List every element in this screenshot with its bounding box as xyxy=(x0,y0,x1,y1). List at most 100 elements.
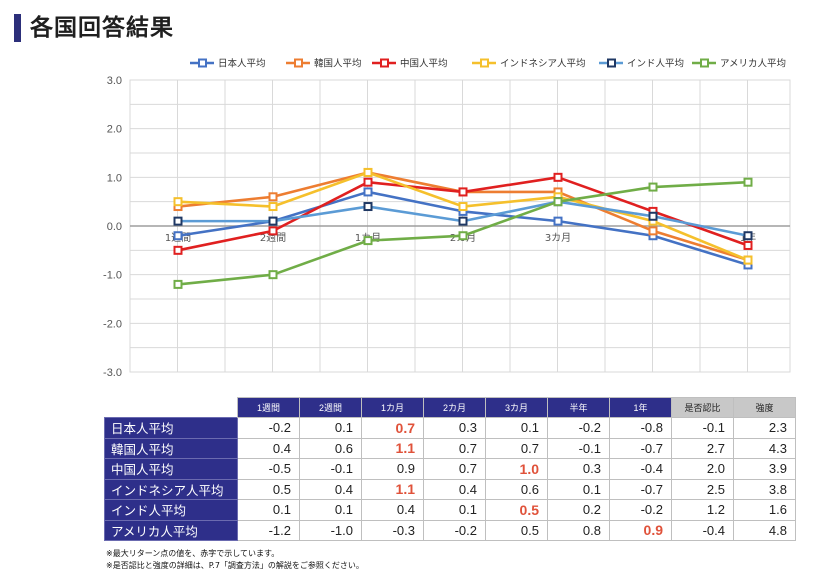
table-cell: 0.9 xyxy=(609,519,672,541)
table-cell: -0.8 xyxy=(609,417,672,439)
y-axis-ticks: 3.0 2.0 1.0 0.0 -1.0 -2.0 -3.0 xyxy=(103,75,122,379)
table-cell: 0.4 xyxy=(361,499,424,521)
table-header-cell: 強度 xyxy=(733,397,796,418)
table-cell: 1.1 xyxy=(361,478,424,500)
table-header-cell: 2カ月 xyxy=(423,397,486,418)
results-table: 1週間 2週間 1カ月 2カ月 3カ月 半年 1年 是否認比 強度 日本人平均 -0.2 0.1 0.… xyxy=(104,397,796,541)
table-header-cell: 2週間 xyxy=(299,397,362,418)
table-header-cell: 1週間 xyxy=(237,397,300,418)
table-cell: -0.2 xyxy=(423,519,486,541)
y-tick-label: -2.0 xyxy=(103,318,122,330)
series-6 xyxy=(173,177,753,289)
table-cell: 3.9 xyxy=(733,458,796,480)
table-row: インドネシア人平均 0.5 0.4 1.1 0.4 0.6 0.1 -0.7 2.5 3.8 xyxy=(104,478,796,500)
row-label: インドネシア人平均 xyxy=(104,478,238,500)
table-cell: 0.6 xyxy=(299,437,362,459)
data-point xyxy=(173,279,183,289)
table-header-cell: 1年 xyxy=(609,397,672,418)
table-cell: 2.5 xyxy=(671,478,734,500)
table-cell: 0.1 xyxy=(423,499,486,521)
table-cell: -1.0 xyxy=(299,519,362,541)
table-cell: -0.1 xyxy=(671,417,734,439)
table-cell: 2.0 xyxy=(671,458,734,480)
x-tick-label: 3カ月 xyxy=(545,232,571,244)
data-point xyxy=(173,216,183,226)
table-cell: 0.4 xyxy=(237,437,300,459)
page-title: 各国回答結果 xyxy=(30,15,174,41)
table-row: 中国人平均 -0.5 -0.1 0.9 0.7 1.0 0.3 -0.4 2.0 3.9 xyxy=(104,458,796,480)
table-header-cell: 1カ月 xyxy=(361,397,424,418)
chart-legend: 日本人平均 韓国人平均 中国人平均 インドネシア人平均 インド人平均 アメリカ人平均 xyxy=(190,58,786,70)
table-cell: 0.7 xyxy=(485,437,548,459)
x-tick-label: 2週間 xyxy=(260,232,286,244)
legend-label: 中国人平均 xyxy=(400,58,448,70)
row-label: 韓国人平均 xyxy=(104,437,238,459)
table-cell: 0.5 xyxy=(485,499,548,521)
legend-label: インドネシア人平均 xyxy=(500,58,586,70)
table-cell: -0.5 xyxy=(237,458,300,480)
data-point xyxy=(458,231,468,241)
legend-item: インド人平均 xyxy=(599,58,684,70)
y-tick-label: 3.0 xyxy=(107,75,122,87)
legend-item: 中国人平均 xyxy=(372,58,448,70)
table-cell: 0.3 xyxy=(547,458,610,480)
table-cell: 0.1 xyxy=(299,417,362,439)
table-cell: 1.1 xyxy=(361,437,424,459)
data-point xyxy=(743,177,753,187)
table-cell: 1.2 xyxy=(671,499,734,521)
data-point xyxy=(173,197,183,207)
data-point xyxy=(648,226,658,236)
legend-marker xyxy=(198,58,207,68)
data-point xyxy=(363,236,373,246)
table-cell: 0.1 xyxy=(299,499,362,521)
table-body: 日本人平均 -0.2 0.1 0.7 0.3 0.1 -0.2 -0.8 -0.1 2.3 韓国人平… xyxy=(104,417,796,541)
y-tick-label: 0.0 xyxy=(107,221,122,233)
data-point xyxy=(363,202,373,212)
table-cell: 0.4 xyxy=(299,478,362,500)
table-cell: -0.4 xyxy=(609,458,672,480)
data-point xyxy=(268,202,278,212)
table-cell: -0.7 xyxy=(609,478,672,500)
table-cell: 0.5 xyxy=(237,478,300,500)
y-tick-label: 1.0 xyxy=(107,172,122,184)
line-chart: 3.02.01.00.0-1.0-2.0-3.0 1週間2週間1カ月2カ月3カ月… xyxy=(103,58,791,379)
table-cell: 0.3 xyxy=(423,417,486,439)
data-point xyxy=(173,245,183,255)
table-cell: -0.3 xyxy=(361,519,424,541)
note-red-values: ※最大リターン点の値を、赤字で示しています。 xyxy=(106,549,280,558)
table-cell: 0.8 xyxy=(547,519,610,541)
data-point xyxy=(268,226,278,236)
table-cell: -1.2 xyxy=(237,519,300,541)
data-point xyxy=(173,231,183,241)
legend-label: アメリカ人平均 xyxy=(720,58,786,70)
data-point xyxy=(458,202,468,212)
legend-label: インド人平均 xyxy=(627,58,684,70)
table-header-cell: 是否認比 xyxy=(671,397,734,418)
data-point xyxy=(268,192,278,202)
table-row: 韓国人平均 0.4 0.6 1.1 0.7 0.7 -0.1 -0.7 2.7 4.3 xyxy=(104,437,796,459)
table-cell: 0.5 xyxy=(485,519,548,541)
legend-marker xyxy=(294,58,303,68)
table-cell: 0.1 xyxy=(547,478,610,500)
table-cell: -0.7 xyxy=(609,437,672,459)
data-point xyxy=(743,255,753,265)
table-cell: 0.7 xyxy=(361,417,424,439)
y-tick-label: 2.0 xyxy=(107,124,122,136)
table-cell: 4.3 xyxy=(733,437,796,459)
table-cell: 1.6 xyxy=(733,499,796,521)
legend-item: 韓国人平均 xyxy=(286,58,362,70)
data-point xyxy=(648,211,658,221)
table-cell: 3.8 xyxy=(733,478,796,500)
data-point xyxy=(458,187,468,197)
table-row: アメリカ人平均 -1.2 -1.0 -0.3 -0.2 0.5 0.8 0.9 -0.4 4.8 xyxy=(104,519,796,541)
table-cell: 0.4 xyxy=(423,478,486,500)
table-row: 日本人平均 -0.2 0.1 0.7 0.3 0.1 -0.2 -0.8 -0.1 2.3 xyxy=(104,417,796,439)
table-cell: 4.8 xyxy=(733,519,796,541)
table-header-cell: 3カ月 xyxy=(485,397,548,418)
data-point xyxy=(363,167,373,177)
row-label: 中国人平均 xyxy=(104,458,238,480)
data-point xyxy=(553,172,563,182)
legend-item: アメリカ人平均 xyxy=(692,58,786,70)
legend-label: 日本人平均 xyxy=(218,58,266,70)
table-row: インド人平均 0.1 0.1 0.4 0.1 0.5 0.2 -0.2 1.2 1.6 xyxy=(104,499,796,521)
